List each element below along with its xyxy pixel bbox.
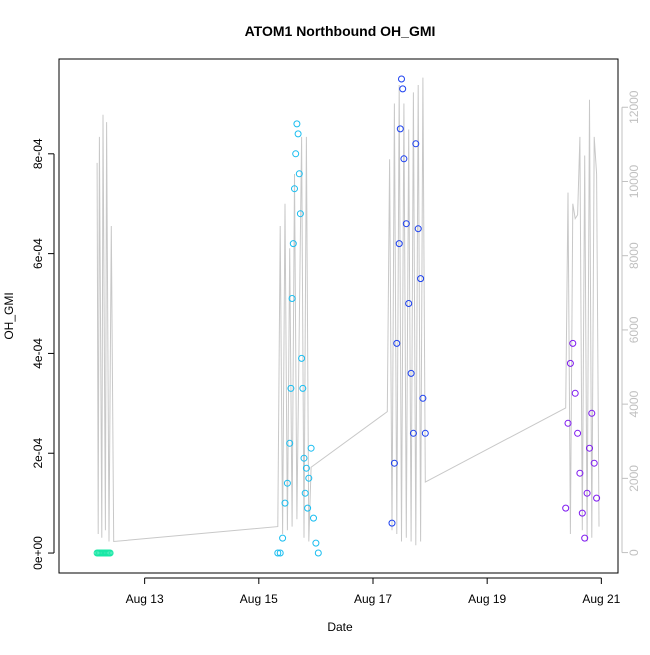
y2-tick-label: 0 bbox=[627, 549, 641, 556]
data-point bbox=[417, 275, 425, 283]
data-point bbox=[402, 220, 410, 228]
data-point bbox=[562, 504, 570, 512]
data-point bbox=[409, 429, 417, 437]
data-point bbox=[393, 339, 401, 347]
data-point bbox=[312, 539, 320, 547]
y2-tick-label: 2000 bbox=[627, 465, 641, 492]
data-point bbox=[581, 534, 589, 542]
data-point bbox=[298, 354, 306, 362]
data-point bbox=[274, 549, 282, 557]
data-point bbox=[292, 150, 300, 158]
data-point bbox=[305, 474, 313, 482]
data-point bbox=[304, 504, 312, 512]
data-point bbox=[307, 444, 315, 452]
data-point bbox=[302, 464, 310, 472]
y-tick-label: 6e-04 bbox=[31, 238, 45, 269]
data-point bbox=[588, 409, 596, 417]
data-point bbox=[295, 170, 303, 178]
data-point bbox=[593, 494, 601, 502]
data-point bbox=[106, 549, 114, 557]
data-point bbox=[314, 549, 322, 557]
x-tick-label: Aug 19 bbox=[468, 592, 506, 606]
data-point bbox=[296, 210, 304, 218]
x-axis-label: Date bbox=[327, 620, 353, 634]
data-point bbox=[576, 469, 584, 477]
data-point bbox=[419, 394, 427, 402]
y2-tick-label: 8000 bbox=[627, 242, 641, 269]
points-layer bbox=[93, 75, 601, 557]
data-point bbox=[574, 429, 582, 437]
data-point bbox=[414, 225, 422, 233]
y-axis-label: OH_GMI bbox=[2, 292, 16, 339]
data-point bbox=[388, 519, 396, 527]
y-tick-label: 0e+00 bbox=[31, 536, 45, 570]
axes-layer: Aug 13 Aug 15 Aug 17 Aug 19 Aug 21 0e+00 2e-04… bbox=[31, 90, 641, 606]
data-point bbox=[564, 419, 572, 427]
y2-tick-label: 10000 bbox=[627, 164, 641, 198]
data-point bbox=[395, 240, 403, 248]
data-point bbox=[291, 185, 298, 193]
data-point bbox=[301, 489, 309, 497]
data-point bbox=[286, 439, 294, 447]
altitude-line bbox=[96, 77, 600, 546]
data-point bbox=[578, 509, 586, 517]
data-point bbox=[590, 459, 598, 467]
data-point bbox=[293, 120, 301, 128]
plot-frame bbox=[58, 58, 619, 574]
data-point bbox=[279, 534, 287, 542]
data-point bbox=[396, 125, 404, 133]
data-point bbox=[281, 499, 289, 507]
data-point bbox=[586, 444, 593, 452]
x-tick-label: Aug 15 bbox=[240, 592, 278, 606]
data-point bbox=[583, 489, 591, 497]
x-tick-label: Aug 13 bbox=[126, 592, 164, 606]
x-tick-label: Aug 21 bbox=[582, 592, 620, 606]
data-point bbox=[405, 300, 413, 307]
data-point bbox=[400, 155, 408, 163]
data-point bbox=[287, 384, 295, 392]
altitude-layer bbox=[96, 77, 600, 546]
data-point bbox=[571, 389, 579, 397]
data-point bbox=[569, 339, 577, 347]
data-point bbox=[276, 549, 284, 557]
y-tick-label: 8e-04 bbox=[31, 138, 45, 169]
y2-tick-label: 4000 bbox=[627, 390, 641, 417]
data-point bbox=[399, 85, 407, 93]
data-point bbox=[288, 295, 296, 302]
x-tick-label: Aug 17 bbox=[354, 592, 392, 606]
data-point bbox=[412, 140, 420, 148]
y2-tick-label: 6000 bbox=[627, 316, 641, 343]
data-point bbox=[283, 479, 291, 487]
y-tick-label: 2e-04 bbox=[31, 438, 45, 469]
data-point bbox=[300, 454, 308, 462]
data-point bbox=[566, 359, 574, 367]
y-tick-label: 4e-04 bbox=[31, 338, 45, 369]
data-point bbox=[294, 130, 302, 138]
y2-tick-label: 12000 bbox=[627, 90, 641, 124]
data-point bbox=[407, 369, 415, 377]
data-point bbox=[289, 240, 297, 248]
data-point bbox=[390, 459, 398, 467]
data-point bbox=[398, 75, 405, 83]
data-point bbox=[299, 384, 307, 392]
chart-title: ATOM1 Northbound OH_GMI bbox=[245, 23, 436, 39]
data-point bbox=[310, 514, 317, 522]
data-point bbox=[421, 429, 429, 437]
